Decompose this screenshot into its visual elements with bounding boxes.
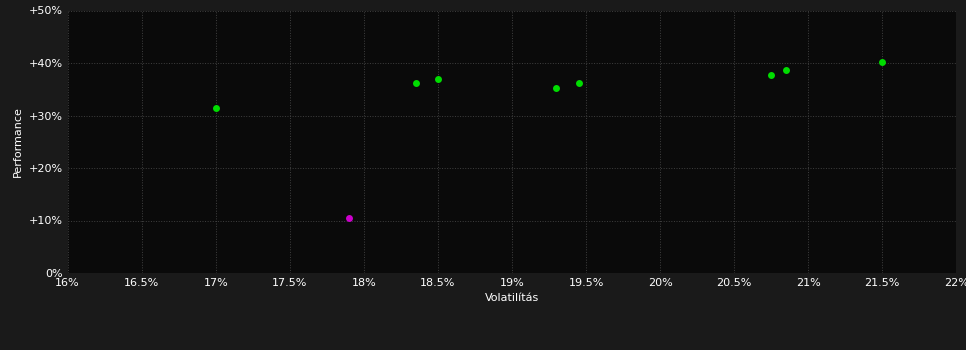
Point	[571, 81, 586, 86]
X-axis label: Volatilítás: Volatilítás	[485, 293, 539, 303]
Point	[779, 67, 794, 73]
Point	[430, 76, 445, 82]
Point	[341, 215, 356, 221]
Point	[874, 59, 890, 65]
Point	[763, 72, 779, 77]
Point	[208, 105, 223, 111]
Point	[408, 80, 423, 86]
Y-axis label: Performance: Performance	[14, 106, 23, 177]
Point	[549, 85, 564, 91]
